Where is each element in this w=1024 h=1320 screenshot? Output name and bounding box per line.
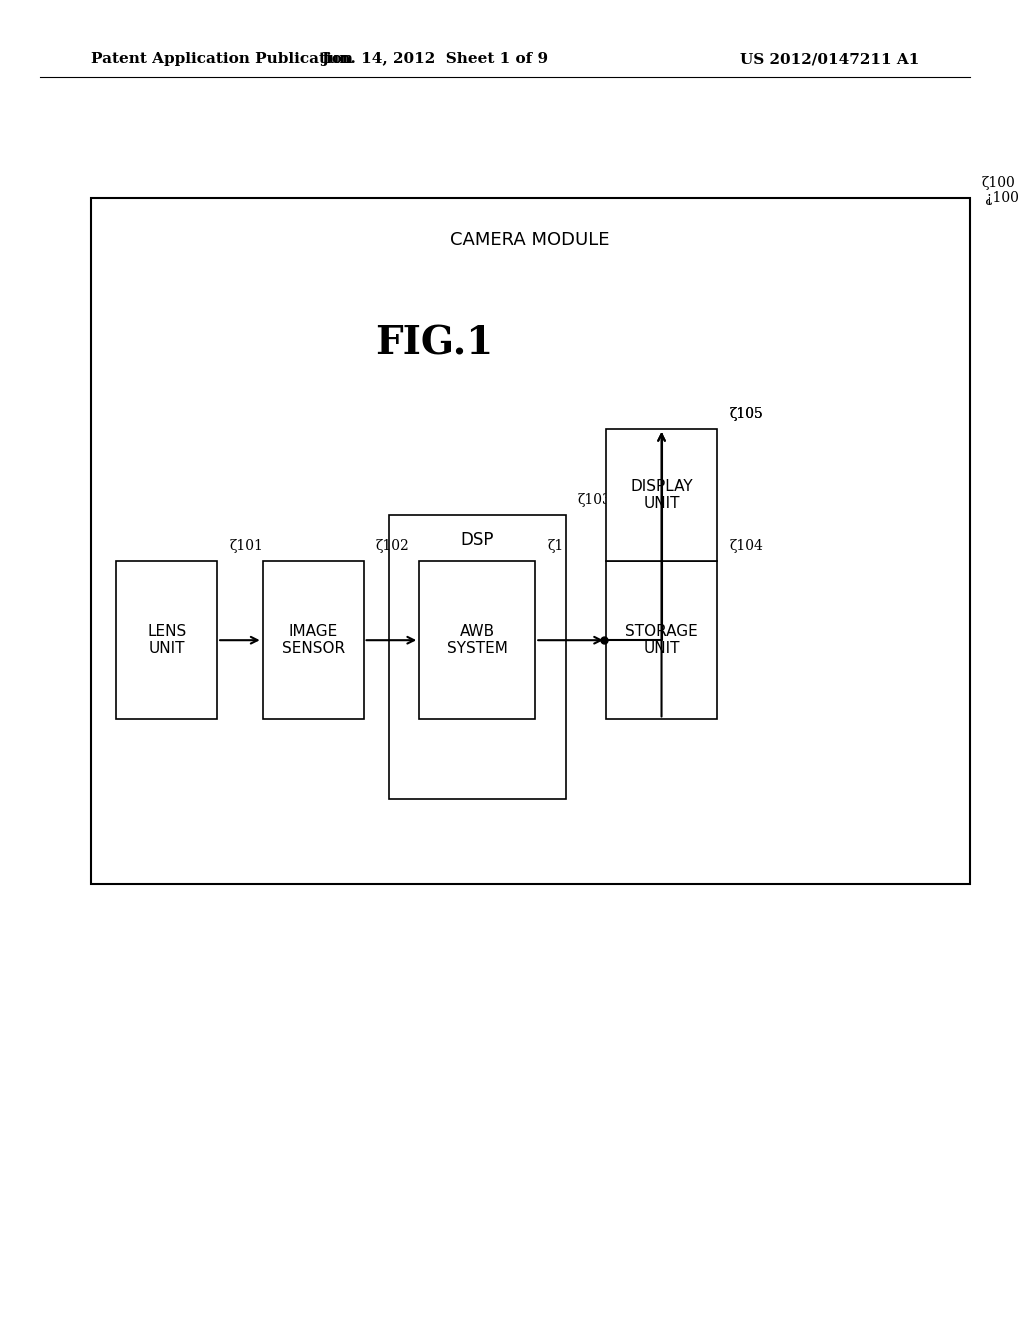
Text: DISPLAY
UNIT: DISPLAY UNIT — [630, 479, 693, 511]
Text: ζ102: ζ102 — [376, 539, 410, 553]
Text: ⸘100: ⸘100 — [985, 191, 1019, 206]
Text: ζ100: ζ100 — [982, 176, 1016, 190]
Text: ζ105: ζ105 — [729, 407, 763, 421]
Text: IMAGE
SENSOR: IMAGE SENSOR — [282, 624, 345, 656]
Text: LENS
UNIT: LENS UNIT — [147, 624, 186, 656]
FancyBboxPatch shape — [606, 561, 717, 719]
Text: DSP: DSP — [461, 531, 494, 549]
Text: AWB
SYSTEM: AWB SYSTEM — [446, 624, 508, 656]
Text: ζ103: ζ103 — [578, 492, 611, 507]
Text: Jun. 14, 2012  Sheet 1 of 9: Jun. 14, 2012 Sheet 1 of 9 — [321, 53, 548, 66]
Text: ζ104: ζ104 — [729, 539, 763, 553]
FancyBboxPatch shape — [262, 561, 364, 719]
FancyBboxPatch shape — [606, 429, 717, 561]
FancyBboxPatch shape — [91, 198, 970, 884]
FancyBboxPatch shape — [419, 561, 536, 719]
Text: CAMERA MODULE: CAMERA MODULE — [451, 231, 610, 249]
Text: FIG.1: FIG.1 — [375, 325, 494, 362]
Text: STORAGE
UNIT: STORAGE UNIT — [626, 624, 698, 656]
Text: ζ105: ζ105 — [729, 407, 763, 421]
FancyBboxPatch shape — [389, 515, 565, 799]
Text: ζ101: ζ101 — [229, 539, 263, 553]
FancyBboxPatch shape — [116, 561, 217, 719]
Text: US 2012/0147211 A1: US 2012/0147211 A1 — [739, 53, 920, 66]
Text: ζ1: ζ1 — [548, 539, 563, 553]
Text: Patent Application Publication: Patent Application Publication — [91, 53, 353, 66]
